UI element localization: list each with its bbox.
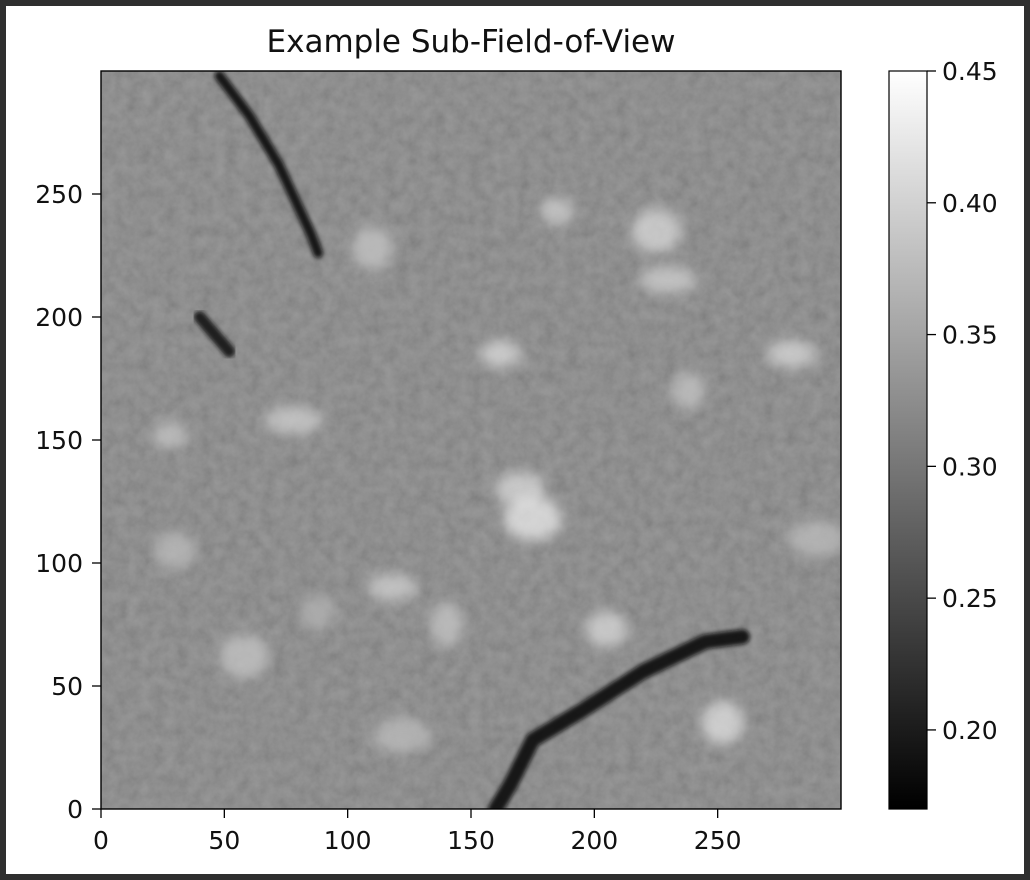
bright-point [671, 372, 706, 409]
granulation-texture [101, 71, 841, 809]
x-tick-label: 100 [324, 826, 372, 855]
y-tick-label: 50 [51, 672, 83, 701]
bright-point [701, 700, 744, 745]
chart-svg: Example Sub-Field-of-View 0 50 100 150 200 25… [35, 24, 998, 855]
dark-lane [214, 71, 324, 258]
bright-point [372, 717, 431, 754]
bright-point [787, 520, 841, 557]
colorbar-tick-label: 0.25 [942, 584, 998, 613]
bright-point [154, 532, 196, 569]
bright-point [301, 594, 336, 631]
colorbar-tick-label: 0.35 [942, 321, 998, 350]
x-tick-label: 150 [447, 826, 495, 855]
y-axis: 0 50 100 150 200 250 [35, 180, 101, 824]
colorbar-tick-label: 0.20 [942, 716, 998, 745]
x-tick-label: 0 [93, 826, 109, 855]
dark-lanes-layer [193, 71, 750, 809]
colorbar-tick-label: 0.40 [942, 189, 998, 218]
x-tick-label: 250 [694, 826, 742, 855]
bright-point [540, 197, 575, 226]
bright-point [585, 611, 628, 648]
bright-point [219, 634, 270, 679]
bright-point [503, 496, 562, 541]
x-tick-label: 50 [208, 826, 240, 855]
bright-point [639, 266, 698, 295]
colorbar-gradient [888, 70, 928, 810]
bright-point [479, 339, 522, 368]
colorbar-ticks: 0.20 0.25 0.30 0.35 0.40 0.45 [927, 57, 998, 745]
bright-point [766, 339, 817, 368]
bright-point [429, 602, 464, 647]
colorbar-tick-label: 0.30 [942, 452, 998, 481]
y-tick-label: 200 [35, 303, 83, 332]
bright-point [153, 421, 188, 450]
x-axis: 0 50 100 150 200 250 [93, 809, 742, 855]
y-tick-label: 0 [67, 795, 83, 824]
y-tick-label: 150 [35, 426, 83, 455]
dark-lane [193, 311, 236, 358]
bright-points-layer [153, 197, 841, 754]
plot-area [101, 71, 841, 809]
colorbar: 0.20 0.25 0.30 0.35 0.40 0.45 [888, 57, 998, 810]
chart-title: Example Sub-Field-of-View [267, 24, 676, 60]
bright-point [631, 208, 681, 253]
y-tick-label: 250 [35, 180, 83, 209]
bright-point [351, 226, 394, 271]
colorbar-tick-label: 0.45 [942, 57, 998, 86]
y-tick-label: 100 [35, 549, 83, 578]
bright-point [264, 406, 323, 435]
bright-point [367, 573, 418, 602]
chart-frame: Example Sub-Field-of-View 0 50 100 150 200 25… [6, 6, 1024, 874]
dark-lane [488, 629, 750, 809]
x-tick-label: 200 [570, 826, 618, 855]
